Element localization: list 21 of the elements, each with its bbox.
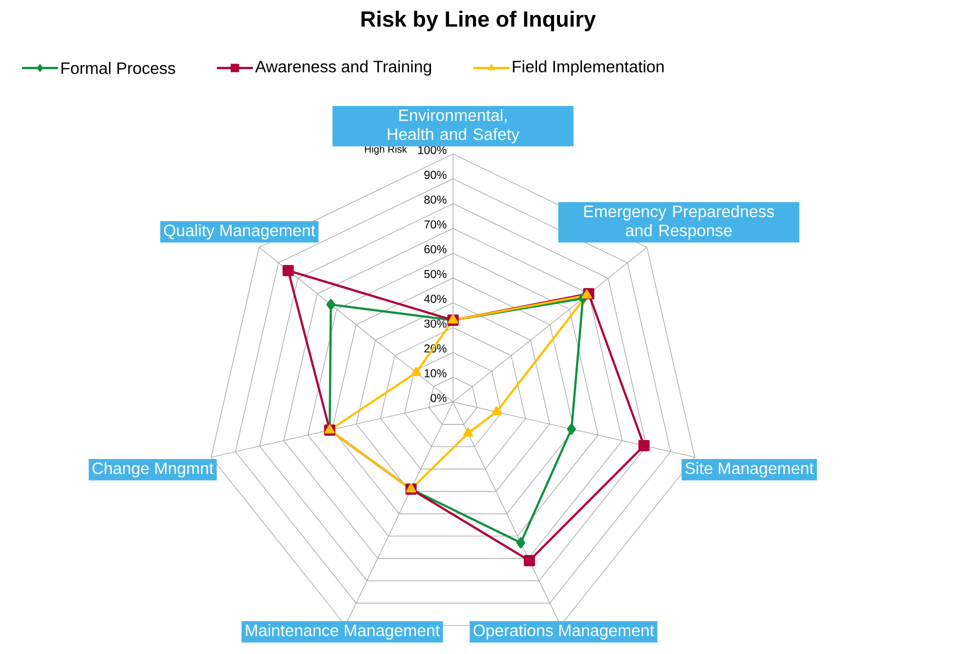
y-tick-label: 30% bbox=[424, 320, 446, 328]
spoke-label: Environmental, Health and Safety bbox=[388, 108, 520, 144]
chart-title: Risk by Line of Inquiry bbox=[362, 10, 596, 32]
legend-label: Field Implementation bbox=[512, 60, 664, 76]
spoke-label: Operations Management bbox=[474, 624, 654, 640]
y-tick-label: 40% bbox=[424, 294, 446, 303]
spoke-label: Emergency Preparedness and Response bbox=[584, 205, 774, 240]
legend-label: Awareness and Training bbox=[255, 60, 432, 76]
y-tick-label: 50% bbox=[424, 270, 446, 278]
y-tick-label: 70% bbox=[424, 220, 446, 229]
y-tick-label: 90% bbox=[424, 170, 446, 179]
y-tick-label: 10% bbox=[424, 369, 446, 378]
y-tick-label: 100% bbox=[418, 146, 446, 154]
spoke-label: Site Management bbox=[685, 462, 814, 478]
y-tick-label: 60% bbox=[424, 245, 446, 254]
spoke-label: Change Mngmnt bbox=[92, 462, 214, 478]
legend-label: Formal Process bbox=[62, 62, 176, 74]
y-tick-label: 0% bbox=[430, 394, 446, 402]
spoke-label: Quality Management bbox=[164, 224, 316, 240]
spoke-label: Maintenance Management bbox=[246, 624, 440, 640]
y-tick-label: 80% bbox=[424, 196, 446, 204]
